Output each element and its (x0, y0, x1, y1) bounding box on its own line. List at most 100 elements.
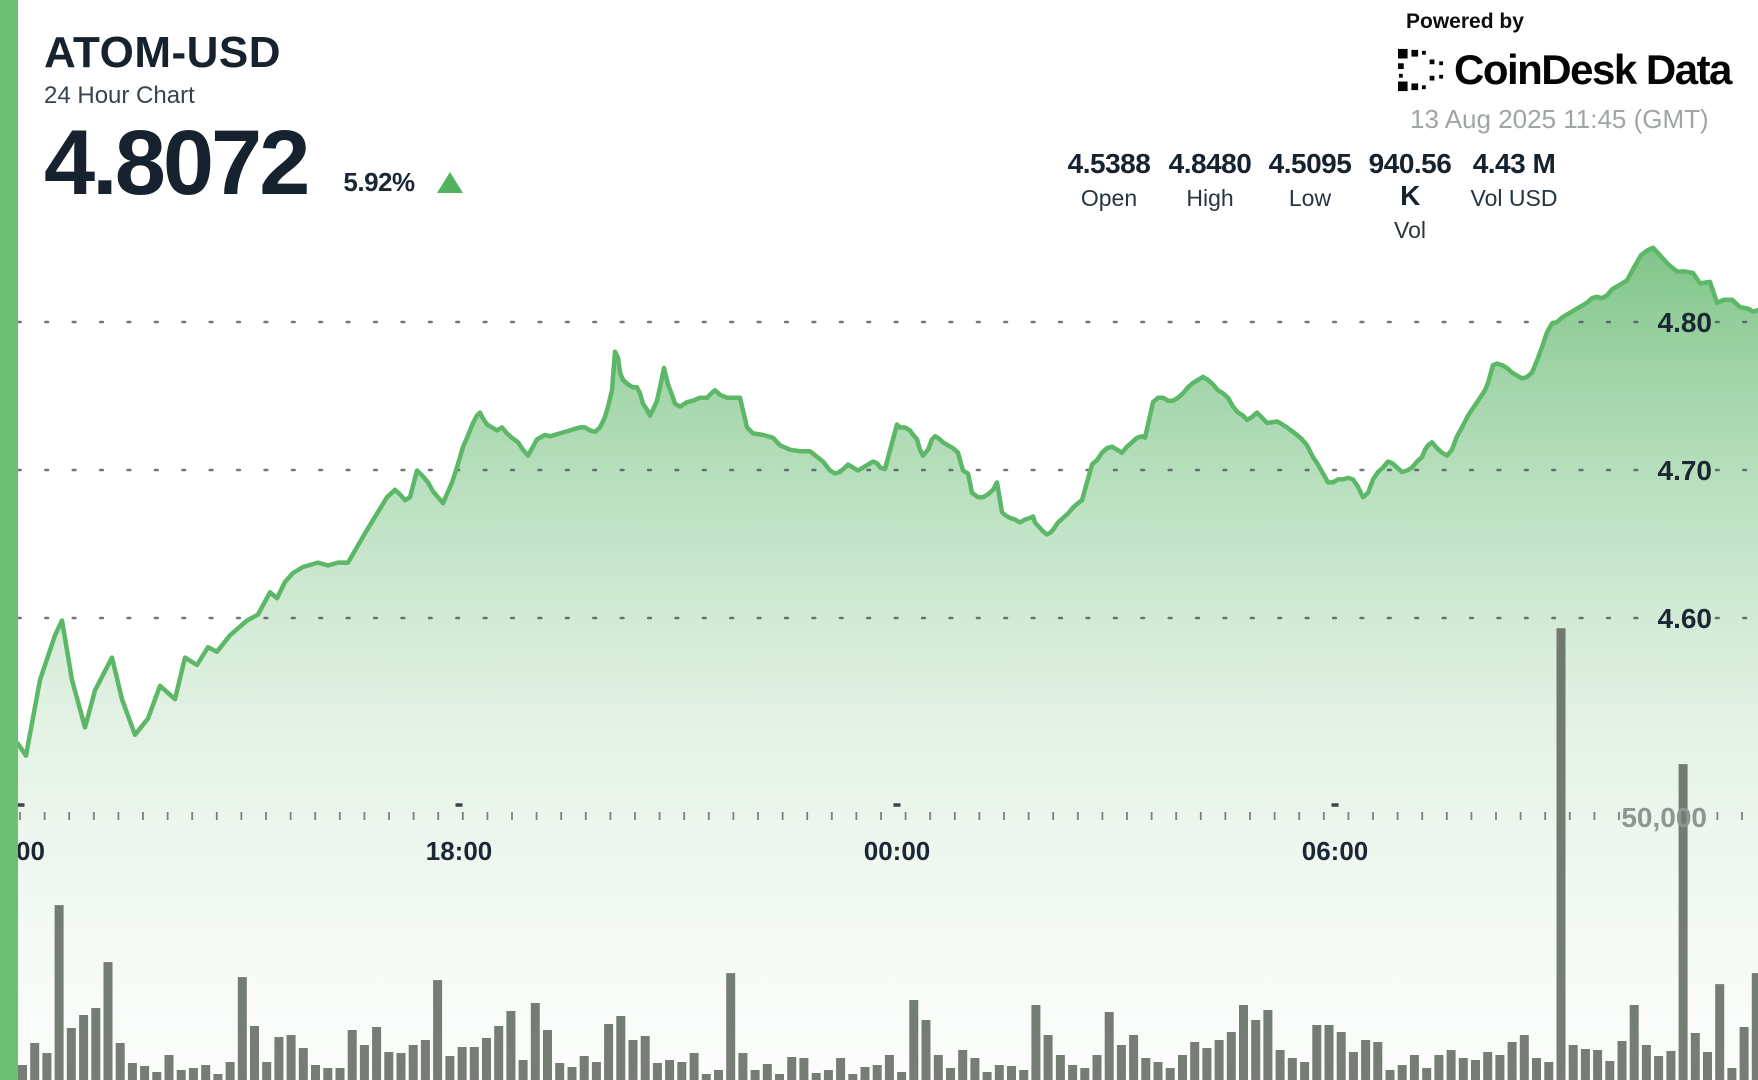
volume-bar (689, 1053, 699, 1080)
volume-bar (1202, 1048, 1212, 1080)
volume-bar (1068, 1065, 1078, 1080)
volume-bar (201, 1065, 211, 1080)
volume-bar (1080, 1068, 1090, 1080)
ohlc-stats: 4.5388 Open 4.8480 High 4.5095 Low 940.5… (1058, 148, 1568, 244)
price-row: 4.8072 5.92% (44, 117, 463, 209)
volume-bar (298, 1048, 308, 1080)
volume-bar (1129, 1035, 1139, 1080)
volume-bar (762, 1064, 772, 1080)
volume-bar (567, 1067, 577, 1080)
volume-bar (1239, 1005, 1248, 1080)
powered-by-text: Powered by (1406, 10, 1524, 33)
volume-bar (530, 1003, 540, 1080)
stat-label: Vol USD (1470, 185, 1558, 211)
volume-bar (946, 1068, 955, 1080)
volume-bar (591, 1062, 601, 1080)
volume-bar (286, 1035, 296, 1080)
volume-bar (1019, 1070, 1029, 1080)
volume-bar (237, 977, 247, 1080)
volume-bar (482, 1038, 491, 1080)
volume-bar (1300, 1062, 1310, 1080)
volume-bar (1654, 1056, 1664, 1080)
volume-bar (628, 1040, 638, 1080)
volume-bar (420, 1040, 430, 1080)
volume-bar (823, 1070, 833, 1080)
volume-bar (1519, 1035, 1529, 1080)
volume-bar (750, 1070, 760, 1080)
volume-bar (970, 1058, 980, 1080)
volume-bar (66, 1028, 76, 1080)
volume-bar (1458, 1058, 1468, 1080)
volume-bar (1116, 1045, 1126, 1080)
chart-header: ATOM-USD 24 Hour Chart 4.8072 5.92% (44, 29, 463, 209)
volume-bar (701, 1074, 711, 1080)
volume-bar (30, 1043, 40, 1080)
volume-bar (1092, 1055, 1102, 1080)
volume-bar (506, 1011, 516, 1080)
volume-bar (1593, 1050, 1603, 1080)
volume-bar (1446, 1050, 1456, 1080)
volume-bar (42, 1053, 52, 1080)
price-area-fill (18, 247, 1758, 1080)
volume-bar (1361, 1040, 1371, 1080)
volume-bar (848, 1074, 858, 1080)
stat-low: 4.5095 Low (1260, 148, 1360, 244)
volume-bar (1214, 1040, 1224, 1080)
volume-bar (372, 1027, 382, 1080)
volume-bar (1727, 1068, 1737, 1080)
volume-bar (616, 1016, 626, 1080)
volume-bar (909, 1000, 919, 1080)
volume-bar (115, 1043, 125, 1080)
volume-bar (665, 1060, 675, 1080)
volume-bar (1312, 1025, 1322, 1080)
volume-bar (1031, 1005, 1041, 1080)
change-group: 5.92% (343, 167, 463, 198)
volume-bar (958, 1050, 968, 1080)
stat-label: Vol (1394, 217, 1426, 243)
change-percent: 5.92% (343, 167, 415, 198)
volume-bar (884, 1055, 894, 1080)
volume-bar (1703, 1052, 1712, 1080)
volume-bar (1043, 1035, 1053, 1080)
volume-bar (1641, 1045, 1651, 1080)
time-axis-label: 06:00 (1302, 836, 1369, 866)
volume-bar (1275, 1050, 1285, 1080)
volume-bar (982, 1072, 992, 1080)
volume-bar (225, 1062, 235, 1080)
volume-bar (921, 1020, 931, 1080)
volume-bar (433, 980, 443, 1080)
volume-bar (1751, 973, 1758, 1080)
volume-bar (811, 1073, 821, 1080)
volume-bar (1251, 1020, 1261, 1080)
volume-bar (1373, 1042, 1383, 1080)
volume-bar (1141, 1058, 1151, 1080)
brand-row: CoinDesk Data (1398, 46, 1732, 94)
stat-label: Open (1080, 185, 1138, 211)
volume-bar (457, 1047, 467, 1080)
volume-bar (213, 1074, 223, 1080)
volume-bar (1397, 1065, 1407, 1080)
time-axis-label: 00:00 (864, 836, 931, 866)
volume-bar (274, 1037, 284, 1080)
volume-bar (933, 1055, 943, 1080)
volume-bar (127, 1063, 137, 1080)
volume-bar (1507, 1042, 1517, 1080)
volume-bar (1348, 1052, 1358, 1080)
volume-bar (140, 1066, 150, 1080)
volume-bar (799, 1058, 809, 1080)
volume-bar (164, 1055, 174, 1080)
volume-bar (1617, 1041, 1627, 1080)
volume-bar (1532, 1058, 1541, 1080)
volume-bar (555, 1063, 565, 1080)
volume-bar (775, 1074, 784, 1080)
volume-bar (54, 905, 64, 1080)
volume-bar (897, 1072, 907, 1080)
volume-bar (677, 1062, 687, 1080)
volume-bar (408, 1045, 418, 1080)
volume-bar (836, 1058, 846, 1080)
stat-label: High (1186, 185, 1234, 211)
volume-axis-label: 50,000 (1621, 802, 1707, 833)
up-triangle-icon (436, 172, 463, 194)
volume-bar (445, 1056, 455, 1080)
